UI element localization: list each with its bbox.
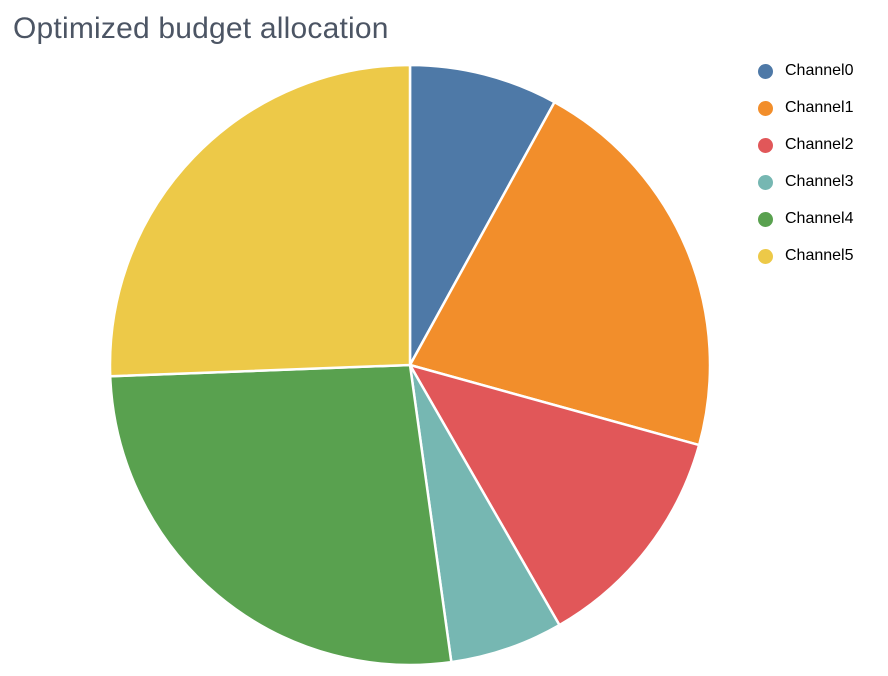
pie-slice-channel5[interactable] [108, 63, 412, 378]
legend-label: Channel2 [785, 136, 854, 153]
legend-marker-icon [758, 63, 773, 79]
legend-label: Channel3 [785, 173, 854, 190]
legend-item-channel4[interactable]: Channel4 [758, 210, 854, 227]
pie-slice-channel4[interactable] [108, 363, 453, 667]
legend-item-channel1[interactable]: Channel1 [758, 99, 854, 116]
legend-label: Channel0 [785, 62, 854, 79]
legend-label: Channel5 [785, 247, 854, 264]
legend-label: Channel4 [785, 210, 854, 227]
pie-slice-channel0[interactable] [408, 63, 556, 367]
legend-marker-icon [758, 100, 773, 116]
legend: Channel0 Channel1 Channel2 Channel3 Channel4… [758, 62, 854, 285]
legend-item-channel0[interactable]: Channel0 [758, 62, 854, 79]
legend-marker-icon [758, 211, 773, 227]
pie-slice-channel1[interactable] [408, 100, 712, 447]
legend-marker-icon [758, 137, 773, 153]
legend-item-channel5[interactable]: Channel5 [758, 247, 854, 264]
chart-title: Optimized budget allocation [13, 12, 389, 45]
pie-slice-channel2[interactable] [408, 363, 701, 627]
legend-item-channel3[interactable]: Channel3 [758, 173, 854, 190]
legend-marker-icon [758, 248, 773, 264]
legend-label: Channel1 [785, 99, 854, 116]
legend-marker-icon [758, 174, 773, 190]
legend-item-channel2[interactable]: Channel2 [758, 136, 854, 153]
